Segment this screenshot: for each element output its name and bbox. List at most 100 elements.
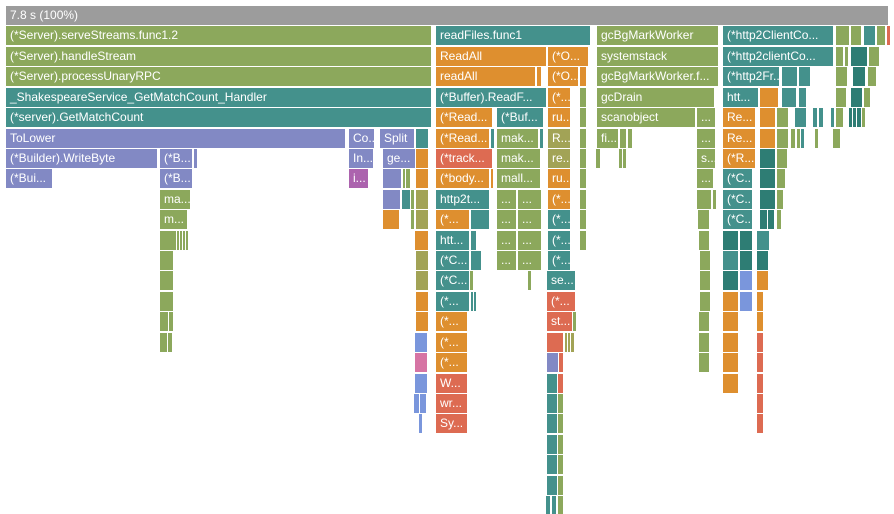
flame-bar[interactable] bbox=[160, 271, 173, 290]
flame-bar[interactable] bbox=[580, 190, 586, 209]
flame-bar[interactable] bbox=[411, 210, 414, 229]
flame-bar[interactable] bbox=[836, 47, 843, 66]
flame-bar[interactable] bbox=[777, 169, 785, 188]
flame-bar[interactable] bbox=[757, 292, 763, 311]
flame-bar[interactable]: Co... bbox=[349, 129, 374, 148]
flame-bar[interactable]: ToLower bbox=[6, 129, 345, 148]
flame-bar[interactable]: (*Server).serveStreams.func1.2 bbox=[6, 26, 431, 45]
flame-bar[interactable]: (*... bbox=[547, 292, 575, 311]
flame-bar[interactable] bbox=[547, 374, 557, 393]
flame-bar[interactable]: (*Buf... bbox=[497, 108, 543, 127]
flame-bar[interactable] bbox=[782, 88, 796, 107]
flame-bar[interactable] bbox=[857, 108, 861, 127]
flame-bar[interactable] bbox=[537, 67, 541, 86]
flame-bar[interactable] bbox=[851, 26, 861, 45]
flame-bar[interactable]: W... bbox=[436, 374, 467, 393]
flame-bar[interactable] bbox=[760, 108, 775, 127]
flame-bar[interactable] bbox=[851, 88, 862, 107]
flame-bar[interactable]: (*C... bbox=[436, 271, 469, 290]
flame-bar[interactable] bbox=[471, 292, 473, 311]
flame-bar[interactable]: (*http2clientCo... bbox=[723, 47, 833, 66]
flame-bar[interactable] bbox=[869, 47, 879, 66]
flame-bar[interactable]: m... bbox=[160, 210, 187, 229]
flame-bar[interactable]: (*B... bbox=[160, 169, 192, 188]
flame-bar[interactable]: (*Read... bbox=[436, 108, 492, 127]
flame-bar[interactable] bbox=[406, 169, 410, 188]
flame-bar[interactable] bbox=[836, 26, 849, 45]
flame-bar[interactable] bbox=[547, 476, 557, 495]
flame-bar[interactable] bbox=[791, 129, 795, 148]
flame-bar[interactable]: (*B... bbox=[160, 149, 192, 168]
flame-bar[interactable]: (*... bbox=[436, 353, 467, 372]
flame-bar[interactable] bbox=[864, 88, 870, 107]
flame-bar[interactable] bbox=[411, 190, 414, 209]
flame-bar[interactable] bbox=[403, 169, 405, 188]
flame-bar[interactable] bbox=[757, 333, 763, 352]
flame-bar[interactable] bbox=[416, 312, 428, 331]
flame-bar[interactable] bbox=[723, 312, 738, 331]
flame-bar[interactable]: ma... bbox=[160, 190, 190, 209]
flame-bar[interactable] bbox=[180, 231, 182, 250]
flame-bar[interactable]: s... bbox=[697, 149, 715, 168]
flame-bar[interactable]: fi... bbox=[597, 129, 618, 148]
flame-bar[interactable] bbox=[757, 414, 763, 433]
flame-bar[interactable] bbox=[777, 129, 788, 148]
flame-bar[interactable] bbox=[760, 190, 775, 209]
flame-bar[interactable]: (*... bbox=[436, 333, 467, 352]
flame-bar[interactable] bbox=[183, 231, 185, 250]
flame-bar[interactable]: i... bbox=[349, 169, 368, 188]
flame-bar[interactable]: ... bbox=[518, 190, 541, 209]
flame-bar[interactable] bbox=[580, 169, 586, 188]
flame-bar[interactable] bbox=[470, 271, 473, 290]
flame-bar[interactable] bbox=[552, 496, 556, 514]
flame-bar[interactable] bbox=[414, 394, 419, 413]
flame-bar[interactable] bbox=[402, 190, 410, 209]
flame-bar[interactable]: systemstack bbox=[597, 47, 718, 66]
flame-bar[interactable] bbox=[723, 353, 738, 372]
flame-bar[interactable] bbox=[580, 231, 586, 250]
flame-bar[interactable]: Split bbox=[380, 129, 414, 148]
flame-bar[interactable] bbox=[757, 231, 769, 250]
flame-bar[interactable] bbox=[540, 129, 543, 148]
flame-bar[interactable]: ... bbox=[697, 169, 713, 188]
flame-bar[interactable] bbox=[757, 374, 763, 393]
flame-bar[interactable]: (*track... bbox=[436, 149, 492, 168]
flame-bar[interactable] bbox=[415, 333, 427, 352]
flame-bar[interactable] bbox=[777, 108, 788, 127]
flame-bar[interactable] bbox=[699, 333, 709, 352]
flame-bar[interactable] bbox=[853, 67, 865, 86]
flame-bar[interactable]: gcDrain bbox=[597, 88, 714, 107]
flame-bar[interactable]: se... bbox=[547, 271, 575, 290]
flame-bar[interactable] bbox=[416, 210, 428, 229]
flame-bar[interactable] bbox=[819, 108, 823, 127]
flame-bar[interactable] bbox=[547, 435, 557, 454]
flame-bar[interactable] bbox=[558, 476, 563, 495]
flame-bar[interactable]: ru... bbox=[548, 108, 570, 127]
flame-bar[interactable] bbox=[698, 210, 709, 229]
flame-bar[interactable]: ReadAll bbox=[436, 47, 546, 66]
flame-bar[interactable] bbox=[620, 129, 626, 148]
flame-bar[interactable] bbox=[160, 292, 173, 311]
flame-bar[interactable]: (*R... bbox=[723, 149, 755, 168]
flame-bar[interactable] bbox=[546, 496, 550, 514]
flame-bar[interactable]: Re... bbox=[723, 129, 755, 148]
flame-bar[interactable] bbox=[723, 271, 738, 290]
flame-bar[interactable]: ... bbox=[697, 129, 715, 148]
flame-bar[interactable]: (*... bbox=[548, 251, 570, 270]
flame-bar[interactable] bbox=[836, 88, 846, 107]
flame-bar[interactable] bbox=[169, 312, 173, 331]
flame-bar[interactable] bbox=[160, 333, 167, 352]
flame-bar[interactable] bbox=[801, 129, 804, 148]
flame-bar[interactable] bbox=[491, 129, 494, 148]
flame-bar[interactable] bbox=[580, 149, 586, 168]
flame-bar[interactable] bbox=[558, 374, 563, 393]
flame-bar[interactable] bbox=[887, 26, 890, 45]
flame-bar[interactable] bbox=[799, 88, 806, 107]
flame-bar[interactable] bbox=[740, 231, 752, 250]
flame-bar[interactable] bbox=[596, 149, 600, 168]
flame-bar[interactable] bbox=[580, 210, 586, 229]
flame-bar[interactable]: readFiles.func1 bbox=[436, 26, 590, 45]
flame-bar[interactable]: mak... bbox=[497, 149, 540, 168]
flame-bar[interactable] bbox=[416, 190, 428, 209]
flame-bar[interactable] bbox=[580, 129, 586, 148]
